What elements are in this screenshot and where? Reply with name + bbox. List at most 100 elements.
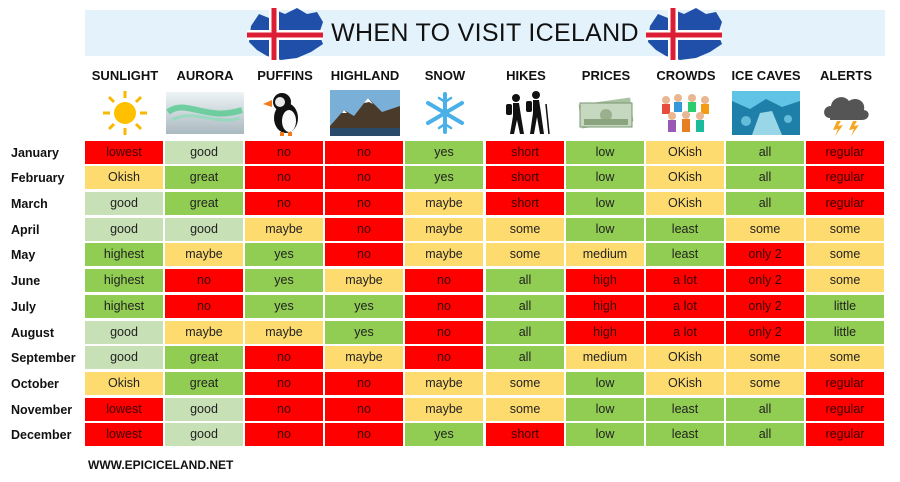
page-title: WHEN TO VISIT ICELAND [331, 19, 639, 47]
cell-september-sunlight: good [85, 346, 163, 369]
cell-may-crowds: least [646, 243, 724, 266]
cell-march-hikes: short [486, 192, 564, 215]
cell-october-puffins: no [245, 372, 323, 395]
month-label-may: May [11, 248, 36, 262]
cell-january-ice-caves: all [726, 141, 804, 164]
snowflake-icon [405, 89, 485, 137]
cell-february-puffins: no [245, 166, 323, 189]
hikers-icon [486, 89, 566, 137]
cell-january-prices: low [566, 141, 644, 164]
column-header-sunlight: SUNLIGHT [91, 68, 159, 83]
cell-october-highland: no [325, 372, 403, 395]
cell-april-puffins: maybe [245, 218, 323, 241]
cell-april-crowds: least [646, 218, 724, 241]
cell-july-puffins: yes [245, 295, 323, 318]
cell-june-crowds: a lot [646, 269, 724, 292]
month-label-march: March [11, 197, 48, 211]
cell-november-hikes: some [486, 398, 564, 421]
cell-december-aurora: good [165, 423, 243, 446]
month-label-february: February [11, 171, 65, 185]
cell-may-alerts: some [806, 243, 884, 266]
cell-february-alerts: regular [806, 166, 884, 189]
month-label-september: September [11, 351, 76, 365]
cell-january-snow: yes [405, 141, 483, 164]
column-header-snow: SNOW [424, 68, 466, 83]
cell-october-ice-caves: some [726, 372, 804, 395]
month-label-december: December [11, 428, 72, 442]
cell-november-snow: maybe [405, 398, 483, 421]
cell-september-crowds: OKish [646, 346, 724, 369]
cell-may-aurora: maybe [165, 243, 243, 266]
cell-may-puffins: yes [245, 243, 323, 266]
iceland-flag-map-icon [247, 8, 323, 60]
column-header-aurora: AURORA [176, 68, 234, 83]
cell-august-snow: no [405, 321, 483, 344]
cell-may-hikes: some [486, 243, 564, 266]
cell-march-sunlight: good [85, 192, 163, 215]
cell-february-aurora: great [165, 166, 243, 189]
cell-august-prices: high [566, 321, 644, 344]
cell-june-ice-caves: only 2 [726, 269, 804, 292]
month-label-january: January [11, 146, 59, 160]
cell-october-crowds: OKish [646, 372, 724, 395]
cell-november-prices: low [566, 398, 644, 421]
cell-july-alerts: little [806, 295, 884, 318]
cell-february-crowds: OKish [646, 166, 724, 189]
cell-february-highland: no [325, 166, 403, 189]
cell-december-prices: low [566, 423, 644, 446]
ice-cave-icon [726, 89, 806, 137]
cell-september-alerts: some [806, 346, 884, 369]
cell-march-puffins: no [245, 192, 323, 215]
cell-november-crowds: least [646, 398, 724, 421]
crowd-icon [646, 89, 726, 137]
cell-june-sunlight: highest [85, 269, 163, 292]
cell-august-crowds: a lot [646, 321, 724, 344]
cell-february-prices: low [566, 166, 644, 189]
cell-july-sunlight: highest [85, 295, 163, 318]
cell-september-hikes: all [486, 346, 564, 369]
cell-september-highland: maybe [325, 346, 403, 369]
cell-august-highland: yes [325, 321, 403, 344]
cell-march-ice-caves: all [726, 192, 804, 215]
cell-august-hikes: all [486, 321, 564, 344]
cell-november-sunlight: lowest [85, 398, 163, 421]
cell-september-prices: medium [566, 346, 644, 369]
mountain-icon [325, 89, 405, 137]
cell-december-alerts: regular [806, 423, 884, 446]
cell-august-puffins: maybe [245, 321, 323, 344]
cell-december-puffins: no [245, 423, 323, 446]
column-header-crowds: CROWDS [656, 68, 716, 83]
cell-february-sunlight: Okish [85, 166, 163, 189]
cell-june-hikes: all [486, 269, 564, 292]
cell-april-prices: low [566, 218, 644, 241]
puffin-icon [245, 89, 325, 137]
cell-may-ice-caves: only 2 [726, 243, 804, 266]
cell-june-alerts: some [806, 269, 884, 292]
month-label-june: June [11, 274, 41, 288]
cell-march-aurora: great [165, 192, 243, 215]
cell-april-alerts: some [806, 218, 884, 241]
cell-october-alerts: regular [806, 372, 884, 395]
cell-march-highland: no [325, 192, 403, 215]
cell-november-puffins: no [245, 398, 323, 421]
cell-august-alerts: little [806, 321, 884, 344]
cell-march-alerts: regular [806, 192, 884, 215]
iceland-flag-map-icon [646, 8, 722, 60]
cell-november-highland: no [325, 398, 403, 421]
cell-january-highland: no [325, 141, 403, 164]
cell-november-ice-caves: all [726, 398, 804, 421]
cell-september-puffins: no [245, 346, 323, 369]
sun-icon [85, 89, 165, 137]
cell-august-ice-caves: only 2 [726, 321, 804, 344]
month-label-november: November [11, 403, 73, 417]
cell-october-prices: low [566, 372, 644, 395]
cell-april-aurora: good [165, 218, 243, 241]
cell-october-hikes: some [486, 372, 564, 395]
column-header-highland: HIGHLAND [330, 68, 400, 83]
month-label-october: October [11, 377, 59, 391]
cell-november-alerts: regular [806, 398, 884, 421]
cell-october-sunlight: Okish [85, 372, 163, 395]
cell-january-sunlight: lowest [85, 141, 163, 164]
cell-november-aurora: good [165, 398, 243, 421]
cell-august-aurora: maybe [165, 321, 243, 344]
